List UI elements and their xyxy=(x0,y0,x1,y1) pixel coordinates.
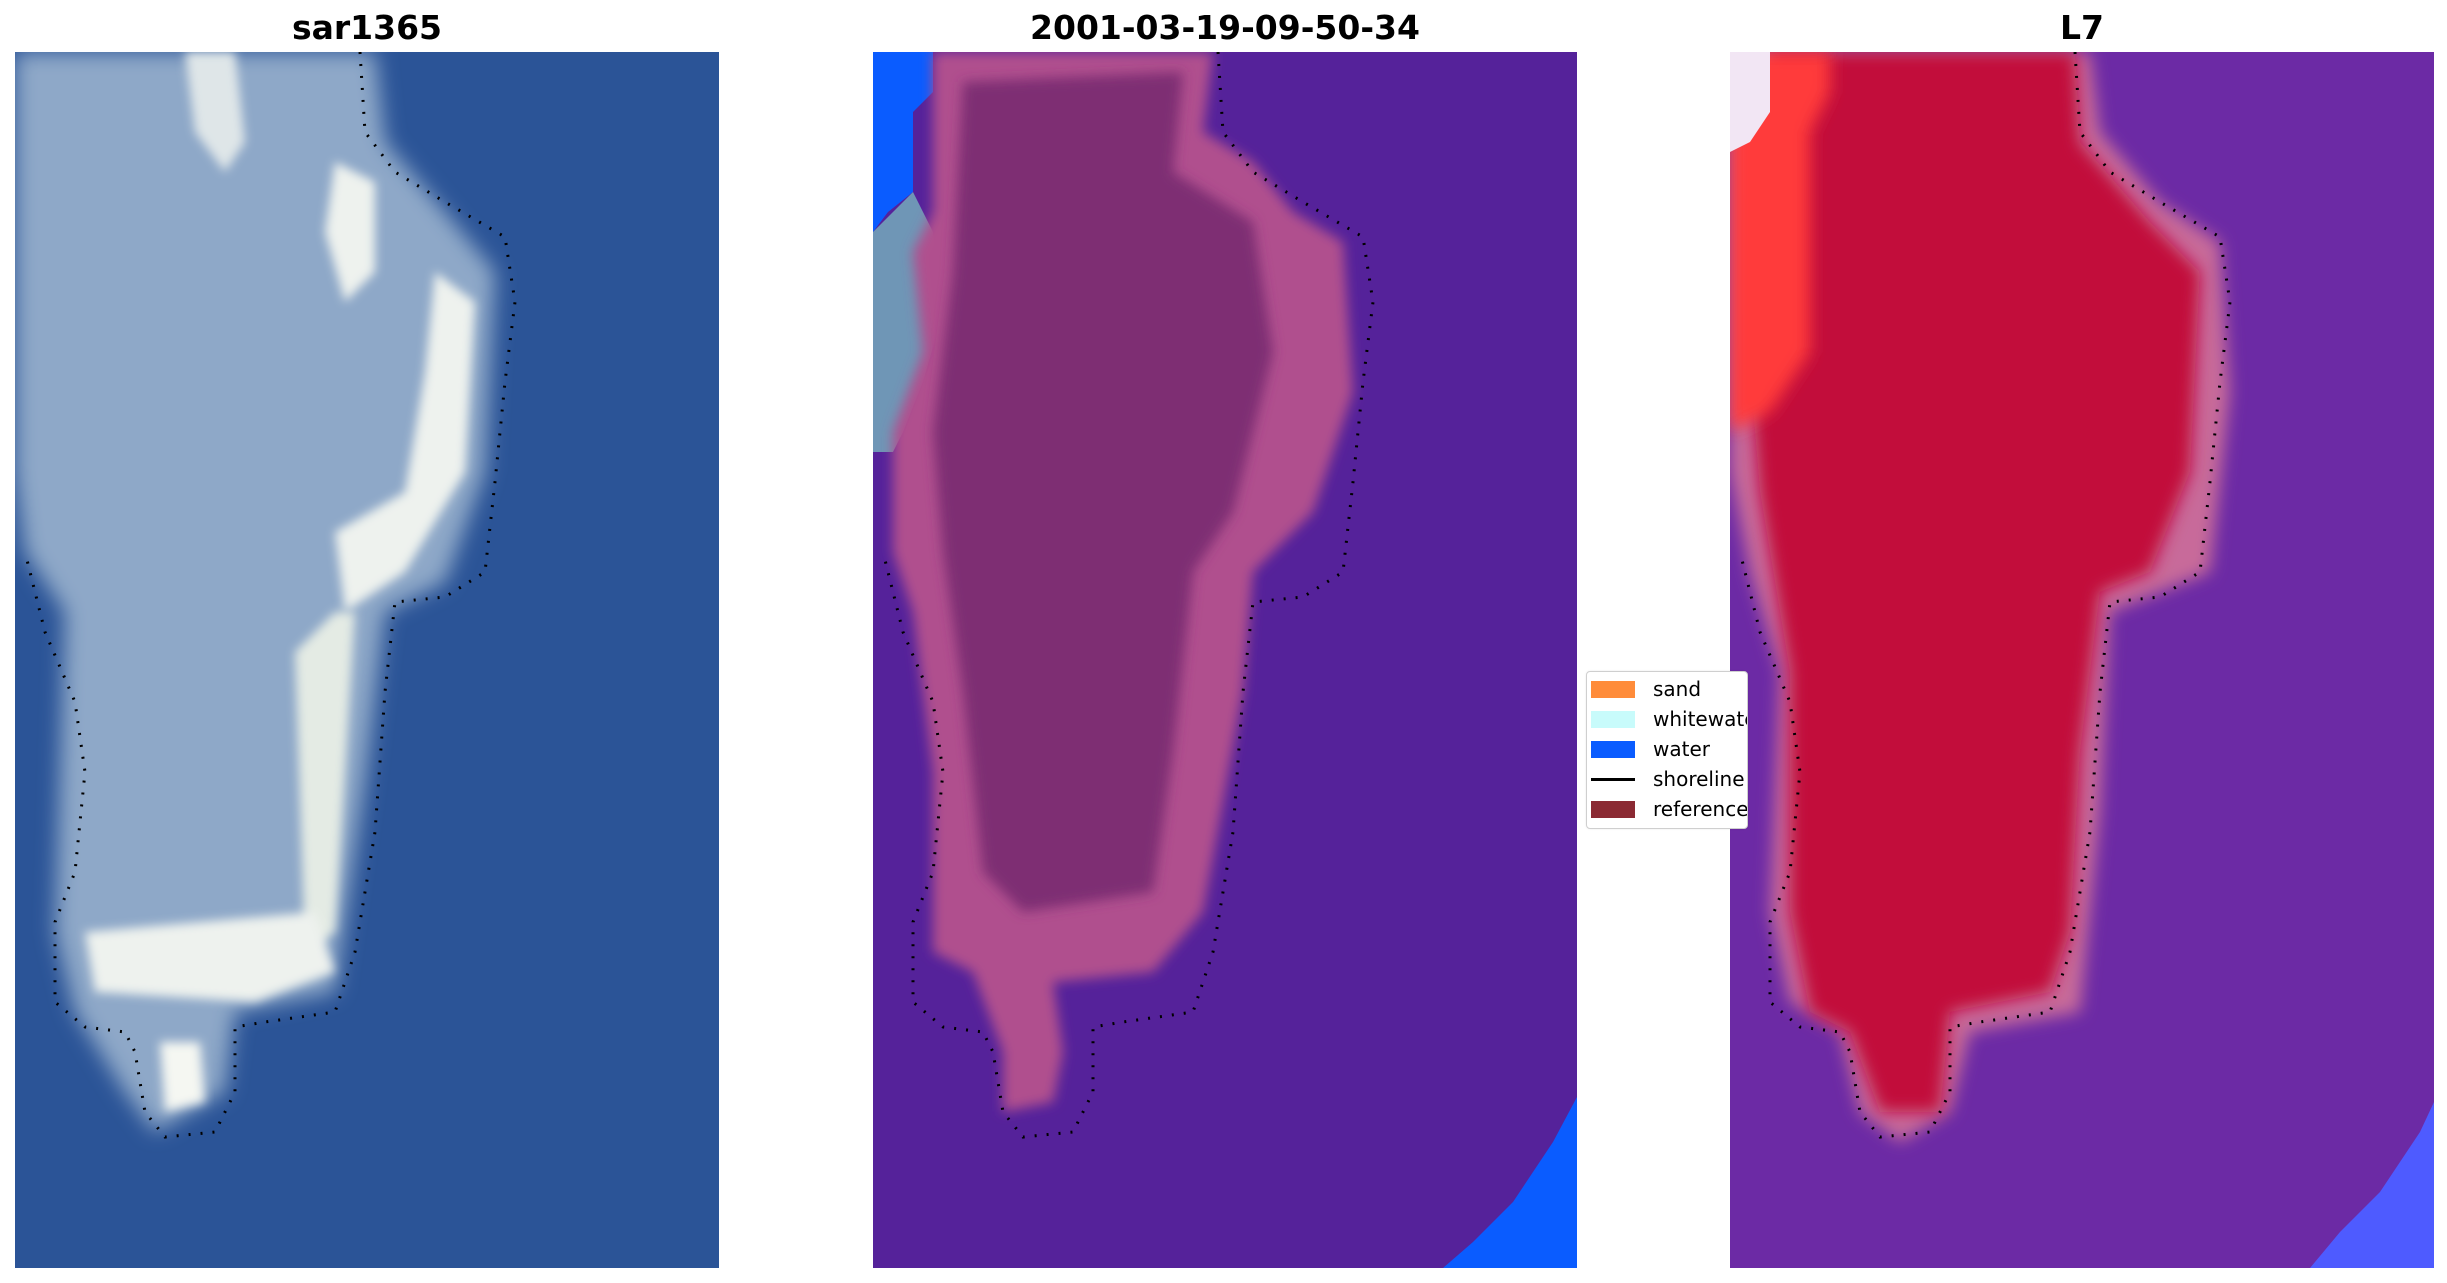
legend-line-shoreline xyxy=(1591,777,1635,781)
legend-item-water: water xyxy=(1587,734,1710,764)
legend-item-whitewater: whitewater xyxy=(1587,704,1747,734)
shoreline-contour-index xyxy=(1738,52,2232,1139)
rgb-image-panel xyxy=(15,52,719,1268)
classified-image xyxy=(873,52,1577,1268)
legend-swatch-reference xyxy=(1591,800,1635,818)
rgb-satellite-image xyxy=(15,52,719,1268)
classified-image-panel xyxy=(873,52,1577,1268)
panel-title-rgb: sar1365 xyxy=(291,8,443,47)
panel-title-index: L7 xyxy=(2060,8,2104,47)
legend-label-sand: sand xyxy=(1653,677,1702,701)
legend-item-reference: reference xyxy=(1587,794,1748,824)
legend-swatch-water xyxy=(1591,740,1635,758)
legend-label-shoreline: shoreline xyxy=(1653,767,1745,791)
legend-swatch-sand xyxy=(1591,680,1635,698)
legend-label-water: water xyxy=(1653,737,1710,761)
legend-swatch-whitewater xyxy=(1591,710,1635,728)
shoreline-contour xyxy=(23,52,517,1139)
panel-title-classified: 2001-03-19-09-50-34 xyxy=(1030,8,1420,47)
legend-label-reference: reference xyxy=(1653,797,1748,821)
legend-item-sand: sand xyxy=(1587,674,1701,704)
shoreline-contour-classified xyxy=(881,52,1375,1139)
index-image xyxy=(1730,52,2434,1268)
legend-label-whitewater: whitewater xyxy=(1653,707,1747,731)
legend: sand whitewater water shoreline referenc… xyxy=(1586,671,1748,829)
index-image-panel xyxy=(1730,52,2434,1268)
legend-item-shoreline: shoreline xyxy=(1587,764,1745,794)
